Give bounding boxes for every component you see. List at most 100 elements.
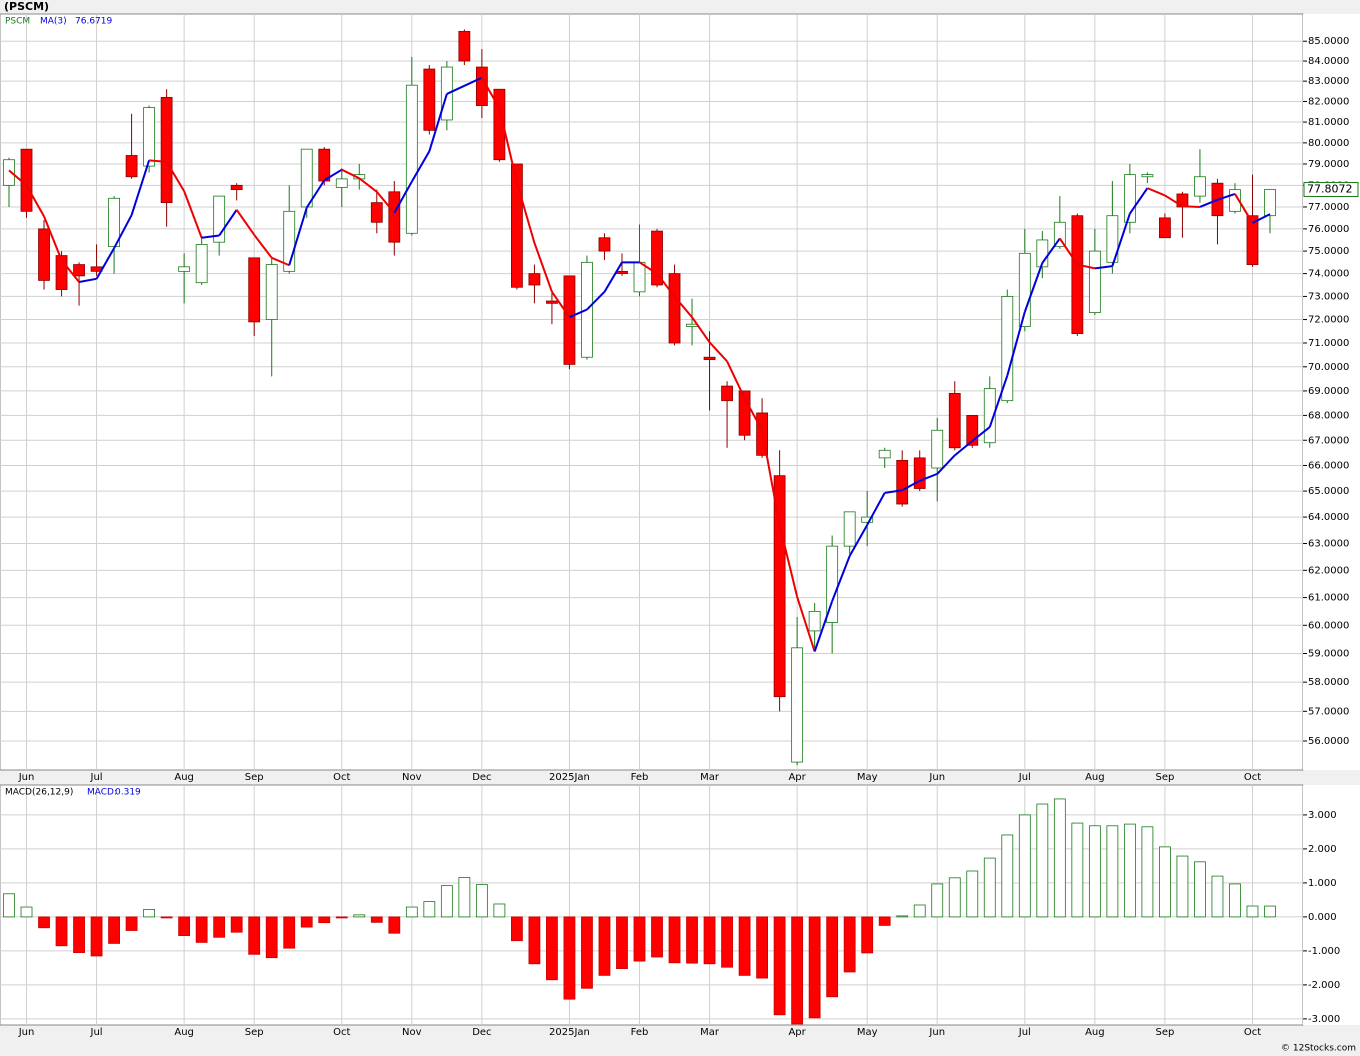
ma-segment xyxy=(183,190,203,239)
candle-body xyxy=(1159,217,1171,239)
x-tick-label: Oct xyxy=(1244,1027,1261,1038)
x-tick-label: Feb xyxy=(631,1027,649,1038)
y-tick-label: 75.0000 xyxy=(1308,246,1349,257)
x-tick-label: Sep xyxy=(1155,1027,1174,1038)
y-tick-label: -2.000 xyxy=(1308,980,1340,991)
candle-body xyxy=(1106,215,1119,263)
candle-body xyxy=(1141,174,1154,178)
x-tick-label: Nov xyxy=(402,772,422,783)
macd-bar xyxy=(878,916,891,926)
ma-segment xyxy=(1234,193,1254,224)
x-tick-label: Oct xyxy=(1244,772,1261,783)
macd-axis-area xyxy=(1303,785,1360,1025)
y-tick-label: 65.0000 xyxy=(1308,486,1349,497)
macd-bar xyxy=(458,877,471,918)
candle-body xyxy=(598,237,611,252)
macd-bar xyxy=(1001,834,1014,918)
y-tick-label: 84.0000 xyxy=(1308,56,1349,67)
macd-bar xyxy=(1053,798,1066,918)
candle-body xyxy=(55,255,68,290)
ma-segment xyxy=(78,277,97,283)
y-tick-label: 57.0000 xyxy=(1308,706,1349,717)
candle-body xyxy=(143,107,156,167)
macd-bar xyxy=(791,916,804,1025)
macd-bar xyxy=(1036,803,1049,918)
ma-segment xyxy=(323,168,343,182)
ma-segment xyxy=(463,76,483,87)
macd-bar xyxy=(73,916,85,953)
candle-body xyxy=(73,264,85,277)
ma-segment xyxy=(1164,194,1183,208)
ma-segment xyxy=(831,555,851,602)
y-tick-label: 60.0000 xyxy=(1308,620,1349,631)
ma-segment xyxy=(235,209,256,236)
ma-segment xyxy=(656,272,676,298)
candle-body xyxy=(405,84,418,234)
x-tick-label: Jul xyxy=(1018,772,1031,783)
ma-segment xyxy=(936,454,956,475)
candle-body xyxy=(528,273,541,286)
ma-segment xyxy=(778,524,799,597)
macd-bar xyxy=(808,916,821,1019)
macd-bar xyxy=(388,916,401,934)
ma-last-value: 76.6719 xyxy=(75,17,112,27)
candle-body xyxy=(861,516,874,523)
macd-bar xyxy=(1141,826,1154,918)
y-tick-label: 80.0000 xyxy=(1308,138,1349,149)
candle-body xyxy=(318,148,331,182)
macd-bar xyxy=(370,916,383,923)
macd-bar xyxy=(861,916,874,954)
y-tick-label: 82.0000 xyxy=(1308,96,1349,107)
ma-segment xyxy=(358,177,378,193)
macd-bar xyxy=(423,901,436,918)
candle-body xyxy=(1071,215,1084,334)
macd-bar xyxy=(773,916,786,1016)
candle-body xyxy=(948,392,961,449)
candle-body xyxy=(1229,189,1241,212)
macd-bar xyxy=(440,885,453,918)
y-tick-label: 58.0000 xyxy=(1308,677,1349,688)
x-tick-label: Aug xyxy=(1085,772,1105,783)
x-tick-label: Apr xyxy=(788,1027,806,1038)
macd-bar xyxy=(248,916,261,955)
macd-bar xyxy=(616,916,628,969)
candle-body xyxy=(808,610,821,632)
ma-segment xyxy=(1199,198,1218,208)
ma-segment xyxy=(288,207,308,266)
ma-segment xyxy=(130,160,151,216)
macd-bar xyxy=(55,916,68,947)
y-tick-label: 74.0000 xyxy=(1308,269,1349,280)
candle-body xyxy=(878,449,891,459)
candle-body xyxy=(1001,296,1014,402)
ma-segment xyxy=(271,256,290,267)
ma-segment xyxy=(761,430,781,526)
macd-bar xyxy=(1211,875,1224,918)
macd-bar xyxy=(1123,823,1136,918)
ma-segment xyxy=(428,93,448,152)
ma-segment xyxy=(1147,187,1166,197)
candle-body xyxy=(791,647,804,763)
x-tick-label: Aug xyxy=(1085,1027,1105,1038)
candle-body xyxy=(738,390,751,436)
candle-body xyxy=(125,155,138,178)
candle-body xyxy=(773,475,786,698)
candle-body xyxy=(38,228,50,281)
ma-segment xyxy=(1111,213,1131,267)
ma-segment xyxy=(1094,265,1113,270)
ma-segment xyxy=(8,169,28,187)
candle-body xyxy=(1246,215,1259,265)
x-tick-label: Jun xyxy=(928,1027,945,1038)
candle-body xyxy=(703,356,716,361)
chart-title: (PSCM) xyxy=(4,0,49,13)
x-tick-label: Mar xyxy=(700,1027,720,1038)
macd-bar xyxy=(20,906,33,918)
candle-body xyxy=(265,264,278,320)
ma-segment xyxy=(218,209,238,237)
price-panel xyxy=(0,13,1304,771)
ma-segment xyxy=(919,472,938,482)
candle-body xyxy=(721,385,733,402)
x-tick-label: Sep xyxy=(1155,772,1174,783)
ma-segment xyxy=(586,291,606,311)
macd-bar xyxy=(405,906,418,918)
